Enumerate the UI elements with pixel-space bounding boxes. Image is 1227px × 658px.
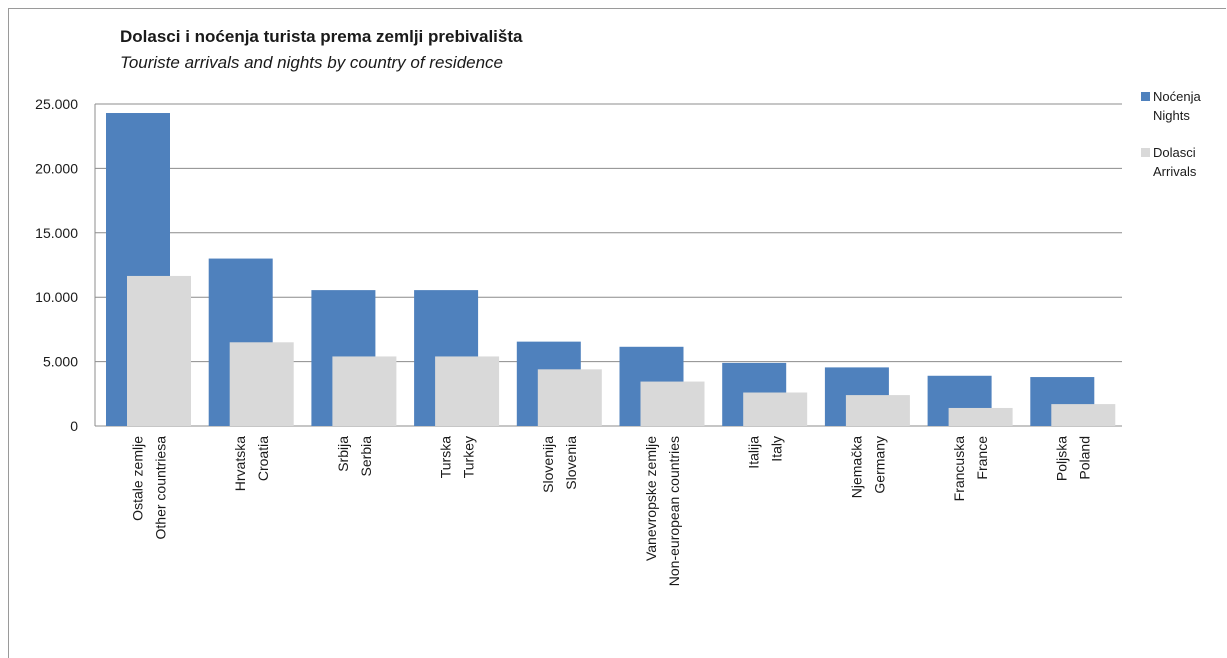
x-tick-label: Italija Italy — [746, 436, 785, 469]
x-axis: Ostale zemlje Other countriesa Hrvatska Cro… — [129, 436, 1092, 586]
bar-arrivals — [127, 275, 191, 426]
bar-arrivals — [1051, 404, 1116, 426]
x-tick-label: Ostale zemlje Other countriesa — [129, 436, 168, 540]
y-tick-label: 20.000 — [35, 160, 78, 176]
x-tick-label: Slovenija Slovenia — [540, 436, 579, 493]
legend-label-english: Nights — [1153, 108, 1190, 123]
legend-label-english: Arrivals — [1153, 164, 1197, 179]
legend-label: Noćenja — [1153, 89, 1201, 104]
bar-arrivals — [435, 356, 500, 426]
x-tick-label: Hrvatska Croatia — [232, 436, 271, 491]
x-tick-label-local: Turska — [437, 436, 453, 478]
bar-arrivals — [948, 407, 1013, 426]
x-tick-label: Srbija Serbia — [335, 436, 374, 477]
chart-frame — [8, 8, 1226, 658]
legend-swatch — [1141, 92, 1150, 101]
x-tick-label-english: Poland — [1077, 436, 1093, 480]
x-tick-label-english: Germany — [871, 436, 887, 494]
bar-arrivals — [640, 381, 705, 426]
x-tick-label-english: Croatia — [255, 436, 271, 481]
chart-subtitle: Touriste arrivals and nights by country … — [120, 53, 503, 72]
x-tick-label-english: Slovenia — [563, 436, 579, 490]
x-tick-label-local: Njemačka — [848, 436, 864, 498]
bar-arrivals — [229, 342, 294, 426]
legend: Noćenja Nights Dolasci Arrivals — [1141, 89, 1201, 179]
y-axis: 0 5.000 10.000 15.000 20.000 25.000 — [35, 96, 96, 434]
bar-arrivals — [845, 395, 910, 426]
x-tick-label: Njemačka Germany — [848, 436, 887, 498]
y-tick-label: 25.000 — [35, 96, 78, 112]
legend-label: Dolasci — [1153, 145, 1196, 160]
chart-title: Dolasci i noćenja turista prema zemlji p… — [120, 27, 523, 46]
x-tick-label: Francuska France — [951, 436, 990, 502]
x-tick-label-local: Ostale zemlje — [129, 436, 145, 521]
x-tick-label-local: Poljska — [1054, 436, 1070, 481]
bar-arrivals — [537, 369, 602, 426]
x-tick-label-local: Hrvatska — [232, 436, 248, 491]
bar-arrivals — [743, 392, 808, 426]
x-tick-label-english: France — [974, 436, 990, 480]
bar-arrivals — [332, 356, 397, 426]
x-tick-label-local: Italija — [746, 436, 762, 469]
x-tick-label-english: Italy — [769, 436, 785, 462]
x-tick-label-local: Slovenija — [540, 436, 556, 493]
x-tick-label-english: Other countriesa — [152, 436, 168, 540]
x-tick-label: Turska Turkey — [437, 436, 476, 478]
y-tick-label: 15.000 — [35, 225, 78, 241]
x-tick-label-english: Serbia — [358, 436, 374, 477]
gridlines — [95, 103, 1122, 427]
x-tick-label-english: Non-european countries — [666, 436, 682, 586]
legend-swatch — [1141, 148, 1150, 157]
y-tick-label: 0 — [70, 418, 78, 434]
x-tick-label: Poljska Poland — [1054, 436, 1093, 481]
x-tick-label-english: Turkey — [460, 436, 476, 478]
x-tick-label-local: Francuska — [951, 436, 967, 502]
bars — [106, 113, 1116, 427]
x-tick-label: Vanevropske zemlje Non-european countries — [643, 436, 682, 586]
y-tick-label: 5.000 — [43, 354, 78, 370]
y-tick-label: 10.000 — [35, 289, 78, 305]
x-tick-label-local: Vanevropske zemlje — [643, 436, 659, 561]
x-tick-label-local: Srbija — [335, 436, 351, 472]
